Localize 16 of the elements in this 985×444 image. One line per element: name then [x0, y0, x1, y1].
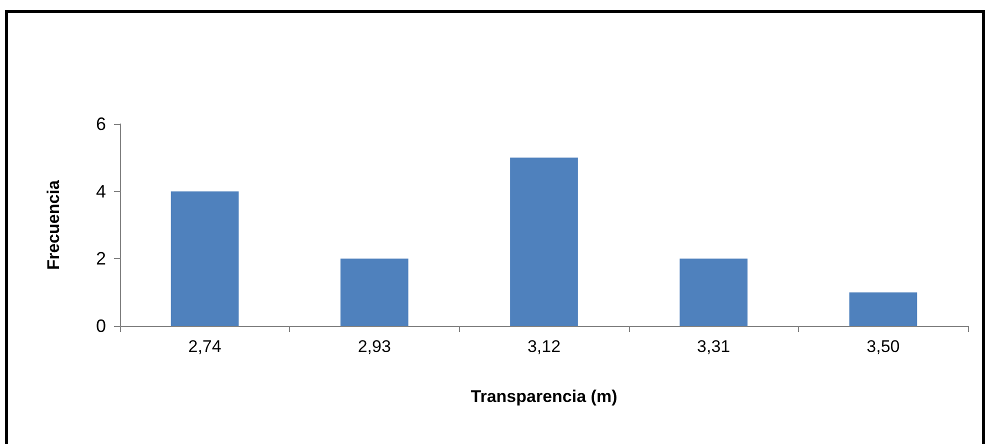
- y-axis-title: Frecuencia: [44, 180, 63, 270]
- bar: [170, 191, 239, 326]
- y-tick-label: 0: [96, 316, 106, 336]
- x-tick-label: 3,50: [866, 337, 900, 356]
- x-tick-label: 3,31: [697, 337, 730, 356]
- x-tick-label: 3,12: [527, 337, 561, 356]
- bar: [849, 292, 918, 326]
- x-tick-label: 2,74: [188, 337, 222, 356]
- y-tick-label: 6: [96, 114, 106, 134]
- y-tick-label: 2: [96, 248, 106, 269]
- bar: [510, 158, 578, 326]
- bar: [340, 258, 408, 326]
- x-axis-title: Transparencia (m): [470, 387, 618, 406]
- x-tick-label: 2,93: [358, 337, 391, 356]
- bar: [680, 258, 748, 326]
- y-tick-label: 4: [96, 181, 106, 202]
